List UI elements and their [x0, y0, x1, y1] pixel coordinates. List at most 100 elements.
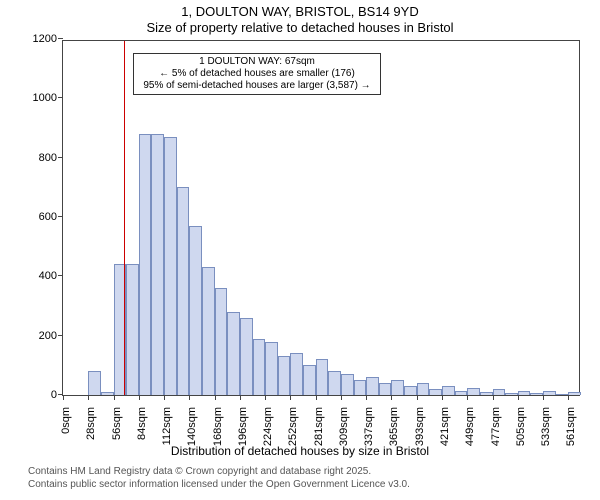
- y-tick-mark: [58, 275, 63, 276]
- x-tick-mark: [164, 395, 165, 400]
- x-tick-label: 505sqm: [515, 407, 527, 446]
- histogram-bar: [455, 391, 468, 395]
- x-tick-mark: [543, 395, 544, 400]
- x-tick-label: 561sqm: [565, 407, 577, 446]
- x-tick-mark: [139, 395, 140, 400]
- credit-text: Contains HM Land Registry data © Crown c…: [28, 466, 410, 491]
- histogram-bar: [493, 389, 506, 395]
- annotation-line1: 1 DOULTON WAY: 67sqm: [138, 56, 376, 68]
- x-tick-mark: [366, 395, 367, 400]
- histogram-bar: [556, 394, 569, 395]
- x-tick-mark: [391, 395, 392, 400]
- histogram-bar: [480, 392, 493, 395]
- histogram-bar: [164, 137, 177, 395]
- annotation-box: 1 DOULTON WAY: 67sqm← 5% of detached hou…: [133, 53, 381, 95]
- histogram-bar: [429, 389, 442, 395]
- histogram-bar: [467, 388, 480, 395]
- x-tick-mark: [265, 395, 266, 400]
- credit-line-1: Contains HM Land Registry data © Crown c…: [28, 466, 410, 479]
- x-tick-label: 365sqm: [388, 407, 400, 446]
- histogram-bar: [88, 371, 101, 395]
- y-tick-mark: [58, 216, 63, 217]
- x-tick-label: 449sqm: [464, 407, 476, 446]
- histogram-bar: [366, 377, 379, 395]
- x-tick-mark: [442, 395, 443, 400]
- y-tick-mark: [58, 38, 63, 39]
- x-tick-label: 140sqm: [186, 407, 198, 446]
- histogram-bar: [518, 391, 531, 395]
- x-tick-mark: [518, 395, 519, 400]
- x-tick-mark: [417, 395, 418, 400]
- histogram-bar: [177, 187, 190, 395]
- x-tick-mark: [568, 395, 569, 400]
- annotation-line3: 95% of semi-detached houses are larger (…: [138, 80, 376, 92]
- histogram-bar: [126, 264, 139, 395]
- x-tick-mark: [63, 395, 64, 400]
- histogram-bar: [253, 339, 266, 395]
- x-axis-label: Distribution of detached houses by size …: [0, 444, 600, 458]
- x-tick-label: 56sqm: [111, 407, 123, 440]
- histogram-plot: 0200400600800100012000sqm28sqm56sqm84sqm…: [62, 40, 580, 396]
- y-tick-mark: [58, 335, 63, 336]
- histogram-bar: [101, 392, 114, 395]
- x-tick-label: 393sqm: [414, 407, 426, 446]
- histogram-bar: [151, 134, 164, 395]
- x-tick-label: 84sqm: [136, 407, 148, 440]
- title-line-1: 1, DOULTON WAY, BRISTOL, BS14 9YD: [0, 4, 600, 19]
- y-tick-label: 600: [39, 211, 63, 223]
- x-tick-mark: [215, 395, 216, 400]
- x-tick-label: 28sqm: [85, 407, 97, 440]
- histogram-bar: [215, 288, 228, 395]
- x-tick-label: 112sqm: [161, 407, 173, 445]
- y-tick-label: 1200: [33, 33, 63, 45]
- x-tick-mark: [290, 395, 291, 400]
- x-tick-label: 533sqm: [540, 407, 552, 446]
- credit-line-2: Contains public sector information licen…: [28, 479, 410, 492]
- histogram-bar: [568, 392, 581, 395]
- x-tick-mark: [493, 395, 494, 400]
- histogram-bar: [354, 380, 367, 395]
- x-tick-mark: [88, 395, 89, 400]
- histogram-bar: [379, 383, 392, 395]
- histogram-bar: [316, 359, 329, 395]
- y-tick-label: 0: [51, 389, 63, 401]
- histogram-bar: [417, 383, 430, 395]
- histogram-bar: [303, 365, 316, 395]
- y-tick-label: 400: [39, 270, 63, 282]
- histogram-bar: [341, 374, 354, 395]
- histogram-bar: [404, 386, 417, 395]
- x-tick-mark: [467, 395, 468, 400]
- x-tick-label: 477sqm: [490, 407, 502, 446]
- y-tick-mark: [58, 157, 63, 158]
- x-tick-mark: [240, 395, 241, 400]
- histogram-bar: [278, 356, 291, 395]
- histogram-bar: [290, 353, 303, 395]
- histogram-bar: [328, 371, 341, 395]
- x-tick-mark: [114, 395, 115, 400]
- x-tick-label: 421sqm: [439, 407, 451, 446]
- x-tick-mark: [341, 395, 342, 400]
- histogram-bar: [139, 134, 152, 395]
- histogram-bar: [442, 386, 455, 395]
- x-tick-label: 281sqm: [313, 407, 325, 446]
- x-tick-label: 0sqm: [60, 407, 72, 434]
- histogram-bar: [543, 391, 556, 395]
- histogram-bar: [202, 267, 215, 395]
- y-tick-label: 1000: [33, 92, 63, 104]
- x-tick-mark: [189, 395, 190, 400]
- histogram-bar: [265, 342, 278, 395]
- marker-line: [124, 41, 125, 395]
- y-tick-label: 800: [39, 152, 63, 164]
- x-tick-mark: [316, 395, 317, 400]
- title-line-2: Size of property relative to detached ho…: [0, 20, 600, 35]
- histogram-bar: [391, 380, 404, 395]
- x-tick-label: 309sqm: [338, 407, 350, 446]
- x-tick-label: 168sqm: [212, 407, 224, 446]
- y-tick-label: 200: [39, 330, 63, 342]
- histogram-bar: [505, 393, 518, 395]
- y-tick-mark: [58, 97, 63, 98]
- histogram-bar: [240, 318, 253, 395]
- x-tick-label: 196sqm: [237, 407, 249, 446]
- histogram-bar: [530, 393, 543, 395]
- annotation-line2: ← 5% of detached houses are smaller (176…: [138, 68, 376, 80]
